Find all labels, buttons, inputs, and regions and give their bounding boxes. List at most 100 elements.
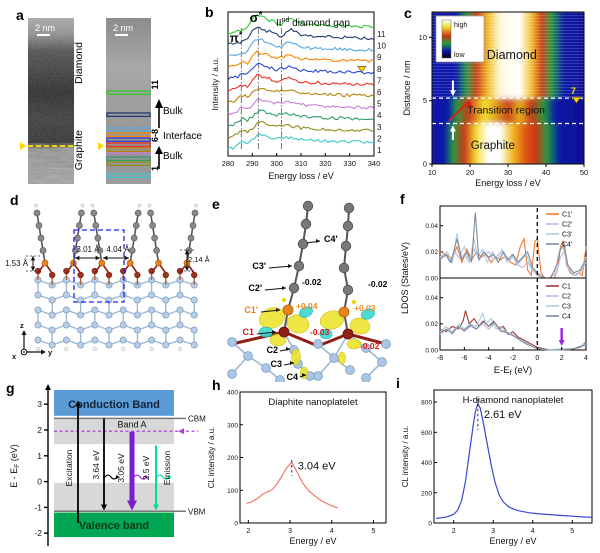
- conduction-band-label: Conduction Band: [68, 399, 160, 411]
- svg-text:300: 300: [227, 422, 238, 429]
- band-diagram: Conduction Band Valence band CBM VBM Band A 3…: [9, 384, 206, 546]
- svg-text:0.02: 0.02: [425, 249, 438, 256]
- svg-text:0: 0: [37, 477, 42, 487]
- scale-bar-right: [115, 34, 128, 36]
- svg-text:280: 280: [222, 159, 235, 168]
- unit-cell-box: [73, 229, 125, 303]
- tem-image-right: 2 nm: [106, 18, 151, 184]
- depth-number-mid: 6-8: [150, 129, 160, 143]
- charge-value: -0.02: [368, 279, 388, 289]
- svg-text:1: 1: [37, 451, 42, 461]
- eels-scan-lines: [106, 90, 151, 179]
- svg-text:2: 2: [37, 425, 42, 435]
- b-curve-number: 1: [377, 146, 382, 155]
- svg-text:400: 400: [227, 390, 238, 397]
- excitation-label: Excitation: [64, 449, 74, 486]
- g-yaxis-label: E - EF (eV): [9, 444, 21, 488]
- svg-text:0: 0: [535, 355, 539, 362]
- up-arrow-icon: [155, 146, 163, 169]
- up-arrow-icon: [155, 99, 163, 128]
- svgH-yaxis-label: CL intensity / a.u.: [207, 427, 216, 489]
- energy-305-label: 3.05 eV: [116, 453, 126, 483]
- conduction-band: [54, 390, 174, 416]
- svg-text:4: 4: [330, 528, 334, 535]
- energy-25-label: 2.5 eV: [141, 455, 151, 480]
- tem-image-left: 2 nm: [28, 18, 74, 184]
- svg-text:310: 310: [295, 159, 308, 168]
- b-curve-number: 8: [377, 65, 382, 74]
- charge-value: -0.02: [302, 277, 322, 287]
- panel-label-g: g: [6, 380, 15, 396]
- svg-text:20: 20: [466, 168, 474, 177]
- site-label-C2: C2: [266, 345, 278, 355]
- bond-length-153: 1.53 Å: [5, 259, 29, 268]
- site-label-C1p: C1': [244, 305, 258, 315]
- b-curve-number: 2: [377, 134, 382, 143]
- svgI-peak-label: 2.61 eV: [484, 409, 523, 421]
- charge-value: -0.02: [360, 341, 380, 351]
- svg-text:300: 300: [270, 159, 283, 168]
- svg-text:0.02: 0.02: [425, 321, 438, 328]
- colorbar-low-label: low: [454, 52, 465, 59]
- svgI-title: H-diamond nanoplatelet: [463, 395, 564, 406]
- site-label-C1: C1: [242, 327, 254, 337]
- f-yaxis-label: LDOS (States/eV): [400, 242, 410, 314]
- depth-number-top: 11: [150, 80, 160, 90]
- b-curve-number: 4: [377, 111, 382, 120]
- svg-text:3: 3: [288, 528, 292, 535]
- scale-bar-label-right: 2 nm: [113, 23, 133, 33]
- vbm-label: VBM: [188, 507, 206, 516]
- panel-label-f: f: [400, 191, 405, 207]
- depth-number-bottom: 1: [150, 166, 160, 172]
- svg-text:4: 4: [584, 355, 588, 362]
- ldos-chart: 0.00 0.02 0.04 C1' C2' C3' C4' 0.00 0.02 0.04 C1 C2…: [400, 205, 588, 377]
- site-label-C2p: C2': [248, 283, 262, 293]
- band-a-label: Band A: [117, 419, 146, 429]
- svg-text:5: 5: [372, 528, 376, 535]
- f-xaxis-label: E-Ef (eV): [494, 365, 532, 377]
- svg-text:400: 400: [421, 460, 432, 467]
- svg-text:4: 4: [531, 528, 535, 535]
- svg-text:5: 5: [570, 528, 574, 535]
- svg-text:50: 50: [580, 168, 588, 177]
- svg-text:0: 0: [428, 521, 432, 528]
- bond-length-301: 3.01 Å: [76, 245, 100, 254]
- svg-text:-2: -2: [510, 355, 516, 362]
- sigma-star-annotation: σ*: [250, 10, 263, 25]
- region-label-graphite: Graphite: [73, 130, 85, 171]
- interface-marker-icon: [98, 142, 104, 150]
- svg-text:340: 340: [368, 159, 381, 168]
- legend-C1: C1: [562, 284, 571, 291]
- b-curve-number: 9: [377, 53, 382, 62]
- panel-label-e: e: [212, 196, 220, 212]
- svg-text:0.04: 0.04: [425, 295, 438, 302]
- svg-text:10: 10: [419, 33, 427, 42]
- emission-label: Emission: [162, 450, 172, 485]
- svg-text:30: 30: [504, 168, 512, 177]
- valence-band-label: Valence band: [79, 520, 149, 532]
- svg-text:40: 40: [542, 168, 550, 177]
- svg-text:600: 600: [421, 430, 432, 437]
- svg-text:3: 3: [491, 528, 495, 535]
- pi-star-annotation: π*: [230, 30, 243, 45]
- b-curve-number: 11: [377, 30, 386, 39]
- panel-label-a: a: [16, 7, 24, 23]
- svg-text:0: 0: [423, 160, 427, 169]
- c-yaxis-label: Distance / nm: [402, 60, 412, 115]
- svgH-peak-label: 3.04 eV: [298, 461, 337, 473]
- charge-density-model: C4' C3' C2' C1' C1 C2 C3 C4 -0.02 -0.02 +0.04 +0.03…: [227, 200, 391, 382]
- svg-text:5: 5: [423, 96, 427, 105]
- b-xaxis-label: Energy loss / eV: [268, 171, 334, 181]
- legend-C3: C3: [562, 304, 571, 311]
- svg-text:200: 200: [421, 490, 432, 497]
- svg-text:0.00: 0.00: [425, 275, 438, 282]
- panel-label-d: d: [10, 192, 19, 208]
- svg-text:-6: -6: [461, 355, 467, 362]
- legend-C4p: C4': [562, 242, 572, 249]
- cbm-label: CBM: [188, 414, 206, 423]
- site-label-C4: C4: [286, 372, 298, 382]
- transition-region-label: Transition region: [467, 104, 545, 116]
- svg-text:100: 100: [227, 488, 238, 495]
- eels-heatmap-chart: Diamond Transition region Graphite 7 high low…: [402, 11, 588, 188]
